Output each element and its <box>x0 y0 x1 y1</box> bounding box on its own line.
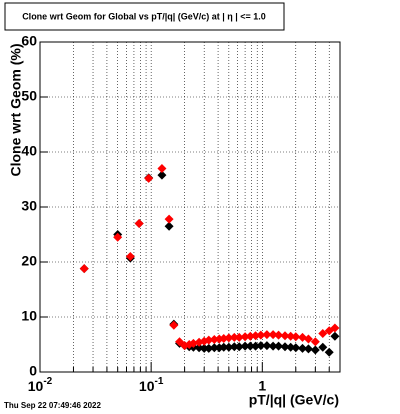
y-axis-label: Clone wrt Geom (%) <box>8 43 24 176</box>
data-point <box>113 232 123 242</box>
data-point <box>303 344 313 354</box>
data-point <box>157 164 167 173</box>
data-point <box>219 333 229 343</box>
x-tick-label: 1 <box>258 378 266 394</box>
data-point <box>303 334 313 344</box>
y-tick-label: 0 <box>29 363 37 379</box>
x-tick-exponent: -1 <box>154 376 163 387</box>
data-point <box>224 333 234 343</box>
data-point <box>134 219 144 228</box>
y-tick-label: 50 <box>21 88 37 104</box>
data-point <box>204 335 214 345</box>
data-point <box>330 323 340 333</box>
data-point <box>164 214 174 224</box>
data-point <box>194 343 204 353</box>
data-point <box>262 341 272 351</box>
y-tick-label: 60 <box>21 33 37 49</box>
data-point <box>144 173 154 183</box>
data-point <box>298 343 308 353</box>
data-point <box>256 341 266 351</box>
data-point <box>268 330 278 340</box>
data-point <box>234 342 244 352</box>
x-tick-exponent: -2 <box>43 376 52 387</box>
data-point <box>251 341 261 351</box>
data-point <box>219 342 229 352</box>
x-tick-label: 10-2 <box>28 376 53 394</box>
data-point <box>204 343 214 353</box>
data-point <box>251 331 261 341</box>
plot-frame <box>39 41 341 373</box>
data-point <box>274 330 284 340</box>
title-box <box>4 2 285 31</box>
x-tick-base: 10 <box>139 378 155 394</box>
data-point <box>188 338 198 348</box>
data-point <box>79 264 89 274</box>
data-point <box>291 332 301 342</box>
data-point <box>240 332 250 342</box>
data-point <box>245 341 255 351</box>
data-point <box>318 329 328 338</box>
y-tick-label: 10 <box>21 308 37 324</box>
data-point <box>286 342 296 352</box>
data-point <box>274 341 284 351</box>
data-point <box>256 330 266 340</box>
data-point <box>310 337 320 347</box>
data-point <box>199 343 209 353</box>
x-tick-base: 10 <box>28 378 44 394</box>
data-point <box>169 320 179 330</box>
data-point <box>229 332 239 342</box>
data-point <box>234 332 244 342</box>
data-point <box>268 341 278 351</box>
x-axis-label: pT/|q| (GeV/c) <box>249 392 339 408</box>
data-point <box>164 221 174 231</box>
data-point <box>125 252 135 261</box>
data-point <box>291 343 301 353</box>
data-point <box>280 331 290 341</box>
data-point <box>157 170 167 180</box>
data-point <box>324 347 334 357</box>
y-tick-label: 20 <box>21 253 37 269</box>
x-tick-label: 10-1 <box>139 376 164 394</box>
data-point <box>240 341 250 351</box>
data-point <box>280 342 290 352</box>
data-point <box>229 342 239 352</box>
data-point <box>224 342 234 352</box>
footer: Thu Sep 22 07:49:46 2022 <box>4 401 101 410</box>
data-point <box>209 343 219 353</box>
y-tick-label: 30 <box>21 198 37 214</box>
chart-title: Clone wrt Geom for Global vs pT/|q| (GeV… <box>22 11 266 21</box>
data-point <box>318 342 328 352</box>
data-point <box>286 331 296 341</box>
data-point <box>310 345 320 355</box>
y-tick-label: 40 <box>21 143 37 159</box>
data-point <box>262 330 272 340</box>
data-point <box>245 331 255 341</box>
data-point <box>330 331 340 341</box>
